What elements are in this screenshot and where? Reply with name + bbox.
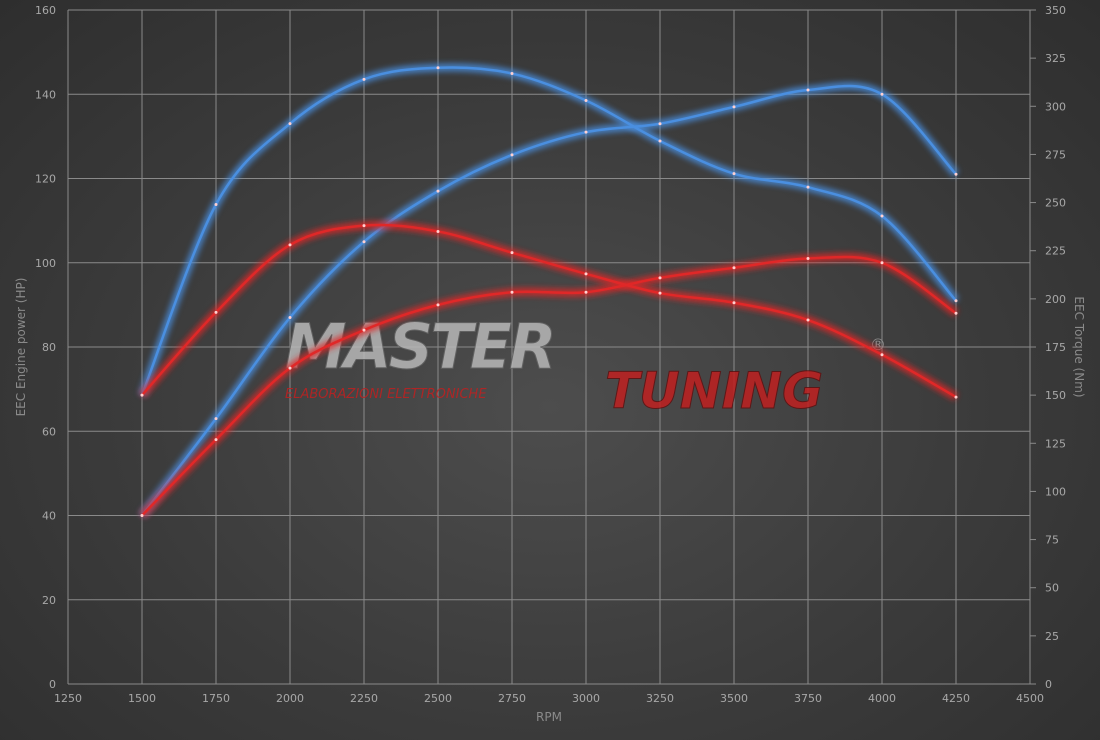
y2-tick-label: 250 — [1045, 197, 1066, 210]
x-tick-label: 3000 — [572, 692, 600, 705]
x-axis-label: RPM — [536, 710, 562, 724]
y2-tick-label: 175 — [1045, 341, 1066, 354]
y2-tick-label: 225 — [1045, 245, 1066, 258]
y2-tick-label: 0 — [1045, 678, 1052, 691]
y2-tick-label: 25 — [1045, 630, 1059, 643]
data-point — [288, 366, 292, 370]
y-tick-label: 140 — [35, 88, 56, 101]
y2-tick-label: 200 — [1045, 293, 1066, 306]
logo-text-tuning: TUNING — [605, 362, 823, 420]
series-line-1 — [140, 66, 957, 396]
data-point — [288, 243, 292, 247]
data-point — [806, 257, 810, 261]
y2-tick-label: 300 — [1045, 100, 1066, 113]
data-point — [806, 88, 810, 92]
y2-axis-label: EEC Torque (Nm) — [1072, 296, 1086, 397]
data-point — [954, 395, 958, 399]
data-point — [732, 266, 736, 270]
data-point — [584, 130, 588, 134]
y-tick-label: 80 — [42, 341, 56, 354]
data-point — [954, 172, 958, 176]
y2-tick-label: 100 — [1045, 485, 1066, 498]
data-point — [436, 229, 440, 233]
x-tick-label: 3750 — [794, 692, 822, 705]
x-tick-label: 2000 — [276, 692, 304, 705]
x-tick-label: 4500 — [1016, 692, 1044, 705]
data-point — [140, 393, 144, 397]
data-point — [362, 328, 366, 332]
series-glow-2 — [139, 252, 959, 519]
x-tick-label: 3250 — [646, 692, 674, 705]
data-point — [954, 299, 958, 303]
data-point — [288, 122, 292, 126]
y-tick-label: 0 — [49, 678, 56, 691]
x-tick-label: 4250 — [942, 692, 970, 705]
data-point — [362, 224, 366, 228]
y2-tick-label: 75 — [1045, 534, 1059, 547]
data-point — [658, 291, 662, 295]
data-point — [214, 417, 218, 421]
data-point — [510, 153, 514, 157]
data-point — [658, 122, 662, 126]
data-point — [880, 92, 884, 96]
series-glow-0 — [138, 82, 959, 518]
data-point — [880, 353, 884, 357]
data-point — [510, 72, 514, 76]
data-point — [214, 202, 218, 206]
data-point — [436, 189, 440, 193]
data-point — [362, 77, 366, 81]
x-tick-label: 4000 — [868, 692, 896, 705]
data-point — [214, 438, 218, 442]
y-tick-label: 40 — [42, 510, 56, 523]
data-point — [510, 251, 514, 255]
data-point — [214, 310, 218, 314]
y2-tick-label: 275 — [1045, 148, 1066, 161]
data-point — [584, 290, 588, 294]
master-tuning-logo-watermark: MASTER TUNING ELABORAZIONI ELETTRONICHE … — [285, 310, 887, 421]
data-point — [362, 240, 366, 244]
data-point — [732, 172, 736, 176]
data-point — [806, 185, 810, 189]
data-point — [658, 139, 662, 143]
series-lines — [138, 63, 960, 519]
series-line-0 — [141, 84, 957, 517]
y2-tick-label: 125 — [1045, 437, 1066, 450]
series-line-3 — [141, 223, 957, 399]
data-point — [806, 318, 810, 322]
data-point — [732, 301, 736, 305]
data-point — [584, 99, 588, 103]
x-tick-label: 2750 — [498, 692, 526, 705]
x-tick-label: 1250 — [54, 692, 82, 705]
x-tick-label: 2250 — [350, 692, 378, 705]
data-point — [436, 66, 440, 70]
data-point — [436, 303, 440, 307]
x-tick-label: 3500 — [720, 692, 748, 705]
series-line-2 — [141, 255, 957, 517]
axes: 1250 1500 1750 2000 2250 2500 2750 3000 3250 3500… — [35, 4, 1066, 705]
y2-tick-label: 50 — [1045, 582, 1059, 595]
y-tick-label: 20 — [42, 594, 56, 607]
data-point — [880, 214, 884, 218]
data-point — [658, 276, 662, 280]
data-point — [732, 105, 736, 109]
y-tick-label: 100 — [35, 257, 56, 270]
y-axis-label: EEC Engine power (HP) — [14, 278, 28, 417]
x-tick-label: 2500 — [424, 692, 452, 705]
x-tick-label: 1500 — [128, 692, 156, 705]
data-point — [288, 316, 292, 320]
data-point — [584, 272, 588, 276]
y2-tick-label: 350 — [1045, 4, 1066, 17]
y-tick-label: 160 — [35, 4, 56, 17]
y-tick-label: 120 — [35, 173, 56, 186]
data-point — [880, 261, 884, 265]
y-tick-label: 60 — [42, 425, 56, 438]
logo-subtitle: ELABORAZIONI ELETTRONICHE — [285, 387, 487, 402]
data-point — [510, 290, 514, 294]
y2-tick-label: 325 — [1045, 52, 1066, 65]
x-tick-label: 1750 — [202, 692, 230, 705]
data-point — [140, 514, 144, 517]
data-point — [954, 311, 958, 315]
y2-tick-label: 150 — [1045, 389, 1066, 402]
